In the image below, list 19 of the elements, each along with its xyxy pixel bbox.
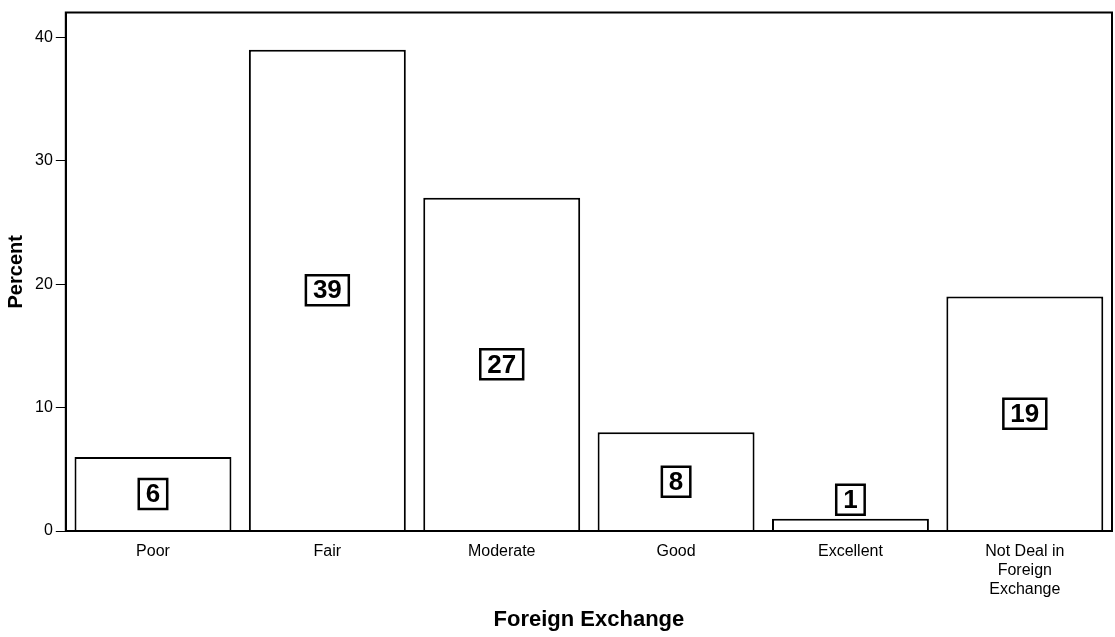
x-tick-label: Poor <box>136 542 171 560</box>
data-label: 6 <box>145 478 161 509</box>
y-tick-label: 40 <box>35 27 53 45</box>
x-tick-label: Fair <box>313 542 342 560</box>
y-tick-label: 20 <box>35 274 53 292</box>
x-tick-label: Moderate <box>467 542 536 560</box>
data-label: 27 <box>487 348 517 379</box>
y-tick-label: 0 <box>43 521 53 539</box>
x-tick-label: Good <box>656 542 696 560</box>
data-label: 1 <box>843 483 858 514</box>
x-tick-label: Not Deal in Foreign Exchange <box>985 542 1065 598</box>
x-axis-title: Foreign Exchange <box>493 605 685 631</box>
data-label: 39 <box>312 274 342 305</box>
y-axis-title: Percent <box>3 234 26 309</box>
x-tick-label: Excellent <box>817 542 884 560</box>
data-label: 19 <box>1010 397 1040 428</box>
y-tick-label: 30 <box>35 151 53 169</box>
data-label: 8 <box>668 465 684 496</box>
y-tick-label: 10 <box>35 397 53 415</box>
